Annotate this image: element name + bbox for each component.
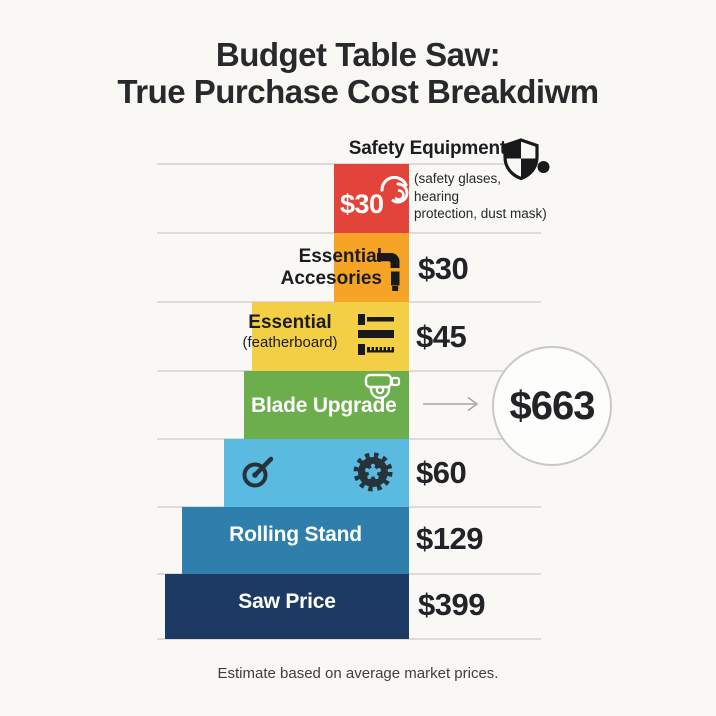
featherboard-label-line1: Essential [248,312,332,333]
page-title: Budget Table Saw: True Purchase Cost Bre… [0,36,716,110]
safety-desc-line2: hearing [414,188,460,204]
essential-accessories-value: $30 [418,251,469,286]
saw-price-value: $399 [418,587,485,622]
gridline [157,638,541,640]
safety-equipment-label: Safety Equipment [348,138,506,159]
blade-upgrade-label: Blade Upgrade [251,394,397,417]
safety-desc-line1: (safety glases, [414,171,502,186]
footnote: Estimate based on average market prices. [217,665,499,682]
bar-blade-upgrade [244,371,409,439]
featherboard-value: $45 [416,319,467,354]
ear-protection-icon [380,175,409,204]
safety-bar-value: $30 [340,189,384,219]
rolling-stand-value: $129 [416,521,483,556]
extras-value: $60 [416,455,467,490]
shield-icon [503,138,550,181]
essential-accessories-label-line1: Essential [298,246,382,267]
saw-price-label: Saw Price [238,590,336,613]
bar-saw-price [165,574,409,639]
total-cost-value: $663 [509,383,596,428]
safety-desc-line3: protection, dust mask) [414,206,547,221]
rolling-stand-label: Rolling Stand [229,523,362,546]
dial-icon [242,456,274,488]
total-cost-badge: $663 [492,346,612,466]
essential-accessories-label-line2: Accesories [280,268,382,289]
featherboard-label-line2: (featherboard) [242,334,338,351]
page-title-line2: True Purchase Cost Breakdiwm [117,73,599,110]
safety-equipment-description: (safety glases, hearing protection, dust… [414,170,564,223]
saw-blade-icon [353,452,393,492]
blade-guard-icon [364,373,401,400]
hex-key-icon [377,253,400,291]
essential-accessories-label: Essential Accesories [236,246,382,290]
bar-rolling-stand [182,507,409,574]
featherboard-icon [358,314,394,355]
page-title-line1: Budget Table Saw: [215,36,501,73]
arrow-right-icon [423,396,479,412]
featherboard-label: Essential (featherboard) [228,312,352,352]
